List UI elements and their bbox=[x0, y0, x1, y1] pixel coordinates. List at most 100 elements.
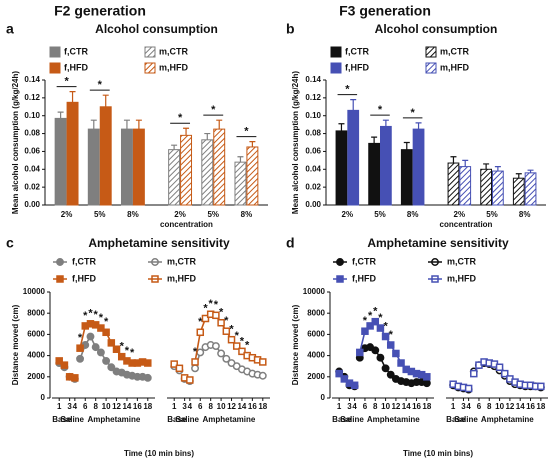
marker bbox=[55, 357, 63, 365]
error-bar bbox=[483, 163, 490, 170]
x-tick-label: 8% bbox=[241, 210, 253, 219]
x-tick-label: 18 bbox=[536, 402, 545, 411]
y-axis-label: Mean alcohol consumption (g/kg/24h) bbox=[11, 71, 20, 214]
significance-star: * bbox=[125, 345, 130, 357]
significance-star: * bbox=[383, 320, 388, 332]
bar bbox=[54, 117, 67, 206]
phase-label: Saline bbox=[60, 415, 84, 424]
legend-swatch bbox=[330, 62, 342, 74]
chart-title: Alcohol consumption bbox=[375, 22, 498, 36]
marker bbox=[381, 332, 390, 341]
marker bbox=[386, 341, 395, 349]
phase-label: Amphetamine bbox=[367, 415, 420, 424]
x-tick-label: 5% bbox=[94, 210, 106, 219]
legend-label: f,HFD bbox=[64, 62, 88, 72]
legend-label: f,CTR bbox=[72, 256, 96, 266]
x-tick-label: 2% bbox=[454, 210, 466, 219]
marker bbox=[117, 352, 126, 361]
x-axis-label: concentration bbox=[440, 220, 493, 229]
x-tick-label: 3 bbox=[461, 402, 466, 411]
x-tick-label: 8% bbox=[519, 210, 531, 219]
marker bbox=[97, 324, 105, 332]
significance-star: * bbox=[64, 76, 69, 88]
marker bbox=[212, 311, 220, 320]
marker bbox=[376, 353, 385, 362]
x-tick-label: 16 bbox=[526, 402, 535, 411]
x-tick-label: 12 bbox=[505, 402, 514, 411]
marker bbox=[258, 371, 267, 380]
marker bbox=[232, 342, 241, 350]
legend-swatch bbox=[144, 62, 156, 74]
bar bbox=[234, 161, 247, 206]
significance-star: * bbox=[98, 79, 103, 91]
x-tick-label: 6 bbox=[477, 402, 482, 411]
legend-label: m,CTR bbox=[167, 256, 197, 266]
marker bbox=[91, 343, 100, 352]
bar bbox=[180, 134, 193, 206]
bar bbox=[201, 139, 214, 206]
error-bar bbox=[515, 173, 522, 179]
error-bar bbox=[102, 94, 109, 107]
marker bbox=[397, 359, 405, 367]
marker bbox=[422, 379, 431, 388]
significance-star: * bbox=[244, 126, 249, 138]
y-tick-label: 0.02 bbox=[24, 182, 40, 191]
significance-star: * bbox=[368, 310, 373, 322]
x-tick-label: 8 bbox=[208, 402, 213, 411]
x-tick-label: 16 bbox=[412, 402, 421, 411]
marker bbox=[495, 363, 504, 372]
x-tick-label: 4 bbox=[466, 402, 471, 411]
marker bbox=[196, 328, 205, 337]
x-tick-label: 4 bbox=[73, 402, 78, 411]
marker bbox=[423, 373, 431, 381]
error-bar bbox=[338, 123, 345, 131]
marker bbox=[386, 370, 395, 379]
error-bar bbox=[403, 141, 410, 150]
error-bar bbox=[204, 132, 211, 140]
marker bbox=[76, 344, 84, 352]
legend-swatch bbox=[330, 46, 342, 58]
x-tick-label: 3 bbox=[67, 402, 72, 411]
significance-star: * bbox=[94, 309, 99, 321]
error-bar bbox=[57, 111, 64, 119]
x-tick-label: 18 bbox=[143, 402, 152, 411]
x-tick-label: 8% bbox=[127, 210, 139, 219]
marker bbox=[222, 354, 231, 363]
panel-letter: a bbox=[6, 21, 14, 37]
error-bar bbox=[527, 169, 534, 173]
phase-label: Amphetamine bbox=[202, 415, 255, 424]
legend-label: m,CTR bbox=[440, 46, 470, 56]
bar bbox=[368, 142, 380, 206]
y-tick-label: 10000 bbox=[23, 287, 46, 296]
bar bbox=[132, 128, 145, 206]
bar bbox=[335, 130, 348, 206]
x-axis-label: concentration bbox=[160, 220, 213, 229]
significance-star: * bbox=[378, 104, 383, 116]
y-tick-label: 0 bbox=[41, 393, 46, 402]
bar bbox=[246, 146, 259, 206]
marker bbox=[464, 384, 473, 393]
marker bbox=[500, 369, 509, 378]
x-tick-label: 14 bbox=[516, 402, 525, 411]
y-tick-label: 0.10 bbox=[305, 111, 321, 120]
error-bar bbox=[90, 119, 97, 130]
legend-label: m,CTR bbox=[159, 46, 189, 56]
legend-label: f,HFD bbox=[352, 273, 376, 283]
bar bbox=[412, 128, 425, 206]
error-bar bbox=[249, 141, 256, 147]
x-tick-label: 4 bbox=[352, 402, 357, 411]
y-tick-label: 0.12 bbox=[24, 93, 40, 102]
error-bar bbox=[350, 99, 357, 111]
x-tick-label: 14 bbox=[122, 402, 131, 411]
x-tick-label: 8 bbox=[93, 402, 98, 411]
legend-swatch bbox=[49, 46, 61, 58]
error-bar bbox=[183, 127, 190, 136]
marker bbox=[366, 322, 374, 330]
chart-title: Alcohol consumption bbox=[95, 22, 218, 36]
bar bbox=[524, 172, 537, 206]
significance-star: * bbox=[104, 316, 109, 328]
marker bbox=[259, 358, 267, 366]
y-tick-label: 0.00 bbox=[24, 200, 40, 209]
marker bbox=[227, 335, 236, 344]
marker bbox=[196, 348, 205, 357]
